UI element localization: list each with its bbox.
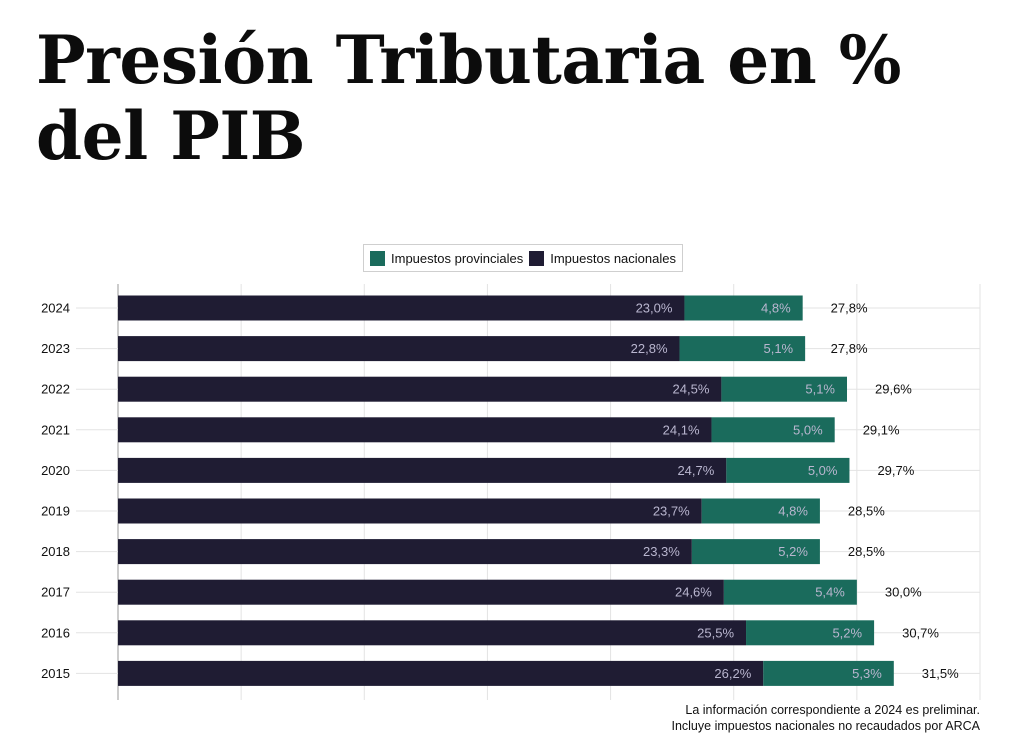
bar-segment-provinciales-2023: [679, 336, 806, 362]
bar-segment-nacionales-2018: [118, 539, 692, 565]
data-label-nacionales-2024: 23,0%: [636, 301, 673, 316]
data-label-nacionales-2018: 23,3%: [643, 544, 680, 559]
category-label-2020: 2020: [41, 463, 70, 478]
total-label-2016: 30,7%: [902, 625, 939, 640]
data-label-nacionales-2020: 24,7%: [677, 463, 714, 478]
data-label-nacionales-2022: 24,5%: [673, 382, 710, 397]
category-label-2017: 2017: [41, 585, 70, 600]
category-label-2015: 2015: [41, 666, 70, 681]
legend-label-nacionales: Impuestos nacionales: [550, 250, 676, 266]
data-label-nacionales-2016: 25,5%: [697, 625, 734, 640]
bar-segment-provinciales-2024: [684, 295, 803, 321]
bar-segment-nacionales-2020: [118, 457, 727, 483]
data-label-nacionales-2019: 23,7%: [653, 504, 690, 519]
footnote-line-1: La información correspondiente a 2024 es…: [685, 703, 980, 717]
total-label-2018: 28,5%: [848, 544, 885, 559]
legend-label-provinciales: Impuestos provinciales: [391, 250, 524, 266]
footnote-line-2: Incluye impuestos nacionales no recaudad…: [671, 719, 980, 733]
total-label-2017: 30,0%: [885, 585, 922, 600]
bar-segment-provinciales-2016: [746, 620, 875, 646]
data-label-nacionales-2015: 26,2%: [714, 666, 751, 681]
category-label-2019: 2019: [41, 504, 70, 519]
chart-footnote: La información correspondiente a 2024 es…: [671, 702, 980, 734]
total-label-2023: 27,8%: [831, 341, 868, 356]
total-label-2015: 31,5%: [922, 666, 959, 681]
bar-segment-nacionales-2022: [118, 376, 722, 402]
bar-segment-nacionales-2021: [118, 417, 712, 443]
data-label-provinciales-2015: 5,3%: [852, 666, 882, 681]
legend-item-nacionales[interactable]: Impuestos nacionales: [529, 250, 676, 266]
bar-segment-provinciales-2022: [721, 376, 848, 402]
bar-segment-nacionales-2017: [118, 579, 724, 605]
data-label-provinciales-2016: 5,2%: [832, 625, 862, 640]
bar-segment-provinciales-2019: [701, 498, 820, 524]
bar-segment-provinciales-2020: [726, 457, 850, 483]
bar-segment-nacionales-2016: [118, 620, 747, 646]
total-label-2022: 29,6%: [875, 382, 912, 397]
bar-segment-provinciales-2021: [711, 417, 835, 443]
category-label-2022: 2022: [41, 382, 70, 397]
stacked-bar-chart: 2024 23,0% 4,8% 27,8% 2023 22,8% 5,1% 27,8% 2022…: [41, 284, 981, 700]
total-label-2024: 27,8%: [831, 301, 868, 316]
total-label-2021: 29,1%: [863, 422, 900, 437]
legend-swatch-nacionales: [529, 250, 545, 266]
category-label-2024: 2024: [41, 301, 70, 316]
category-label-2016: 2016: [41, 625, 70, 640]
bar-segment-nacionales-2019: [118, 498, 702, 524]
data-label-provinciales-2021: 5,0%: [793, 422, 823, 437]
chart-legend: Impuestos provinciales Impuestos naciona…: [363, 244, 683, 272]
legend-item-provinciales[interactable]: Impuestos provinciales: [370, 250, 524, 266]
bar-segment-provinciales-2017: [723, 579, 857, 605]
data-label-provinciales-2023: 5,1%: [763, 341, 793, 356]
bar-segment-provinciales-2015: [763, 660, 894, 686]
total-label-2019: 28,5%: [848, 504, 885, 519]
bar-segment-provinciales-2018: [691, 539, 820, 565]
data-label-provinciales-2017: 5,4%: [815, 585, 845, 600]
category-label-2018: 2018: [41, 544, 70, 559]
data-label-provinciales-2022: 5,1%: [805, 382, 835, 397]
data-label-provinciales-2018: 5,2%: [778, 544, 808, 559]
category-label-2023: 2023: [41, 341, 70, 356]
category-label-2021: 2021: [41, 422, 70, 437]
chart-title: Presión Tributaria en % del PIB: [36, 21, 901, 175]
bar-segment-nacionales-2023: [118, 336, 680, 362]
data-label-nacionales-2021: 24,1%: [663, 422, 700, 437]
data-label-nacionales-2023: 22,8%: [631, 341, 668, 356]
bar-segment-nacionales-2024: [118, 295, 685, 321]
data-label-provinciales-2020: 5,0%: [808, 463, 838, 478]
legend-swatch-provinciales: [370, 250, 385, 266]
data-label-nacionales-2017: 24,6%: [675, 585, 712, 600]
total-label-2020: 29,7%: [877, 463, 914, 478]
data-label-provinciales-2024: 4,8%: [761, 301, 791, 316]
bar-segment-nacionales-2015: [118, 660, 764, 686]
data-label-provinciales-2019: 4,8%: [778, 504, 808, 519]
